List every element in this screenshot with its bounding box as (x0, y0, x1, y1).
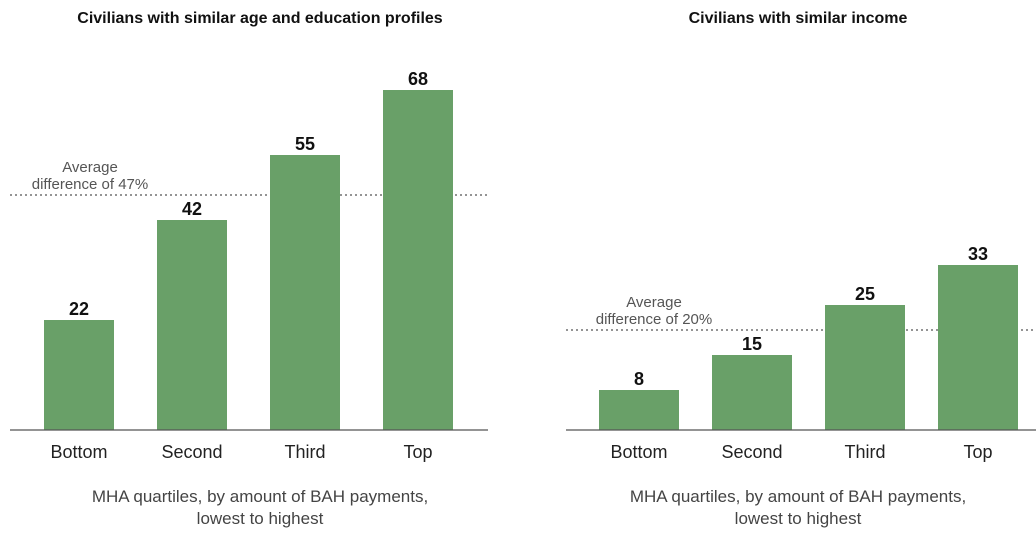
chart-title: Civilians with similar income (688, 10, 908, 27)
x-axis-label: MHA quartiles, by amount of BAH payments… (0, 486, 520, 530)
category-tick-label: Second (161, 442, 222, 462)
bar-bottom (44, 320, 114, 430)
bar-top (938, 265, 1018, 430)
x-axis-label-line: MHA quartiles, by amount of BAH payments… (91, 487, 429, 506)
category-tick-label: Bottom (610, 442, 667, 462)
bar-value-label: 68 (408, 69, 428, 89)
bar-value-label: 42 (182, 199, 202, 219)
bar-second (157, 220, 227, 430)
category-tick-label: Second (721, 442, 782, 462)
category-tick-label: Bottom (50, 442, 107, 462)
reference-line-label: difference of 20% (596, 311, 712, 328)
chart-panel-income: Civilians with similar income Average dif… (560, 0, 1036, 533)
x-axis-label: MHA quartiles, by amount of BAH payments… (560, 486, 1036, 530)
reference-line-label: difference of 47% (32, 176, 148, 193)
bar-third (270, 155, 340, 430)
chart-panel-age-education: Civilians with similar age and education… (0, 10, 520, 530)
category-tick-label: Third (284, 442, 325, 462)
category-tick-label: Third (844, 442, 885, 462)
bar-top (383, 90, 453, 430)
bar-value-label: 55 (295, 134, 315, 154)
bar-value-label: 15 (742, 334, 762, 354)
bar-second (712, 355, 792, 430)
reference-line-label: Average (626, 294, 682, 311)
bar-bottom (599, 390, 679, 430)
x-axis-label-line: MHA quartiles, by amount of BAH payments… (629, 487, 967, 506)
chart-title: Civilians with similar age and education… (77, 10, 443, 27)
bar-value-label: 33 (968, 244, 988, 264)
x-axis-label-line: lowest to highest (734, 509, 862, 528)
reference-line-label: Average (62, 159, 118, 176)
bar-value-label: 22 (69, 299, 89, 319)
bar-value-label: 8 (634, 369, 644, 389)
bar-third (825, 305, 905, 430)
category-tick-label: Top (403, 442, 432, 462)
bar-value-label: 25 (855, 284, 875, 304)
x-axis-label-line: lowest to highest (196, 509, 324, 528)
category-tick-label: Top (963, 442, 992, 462)
